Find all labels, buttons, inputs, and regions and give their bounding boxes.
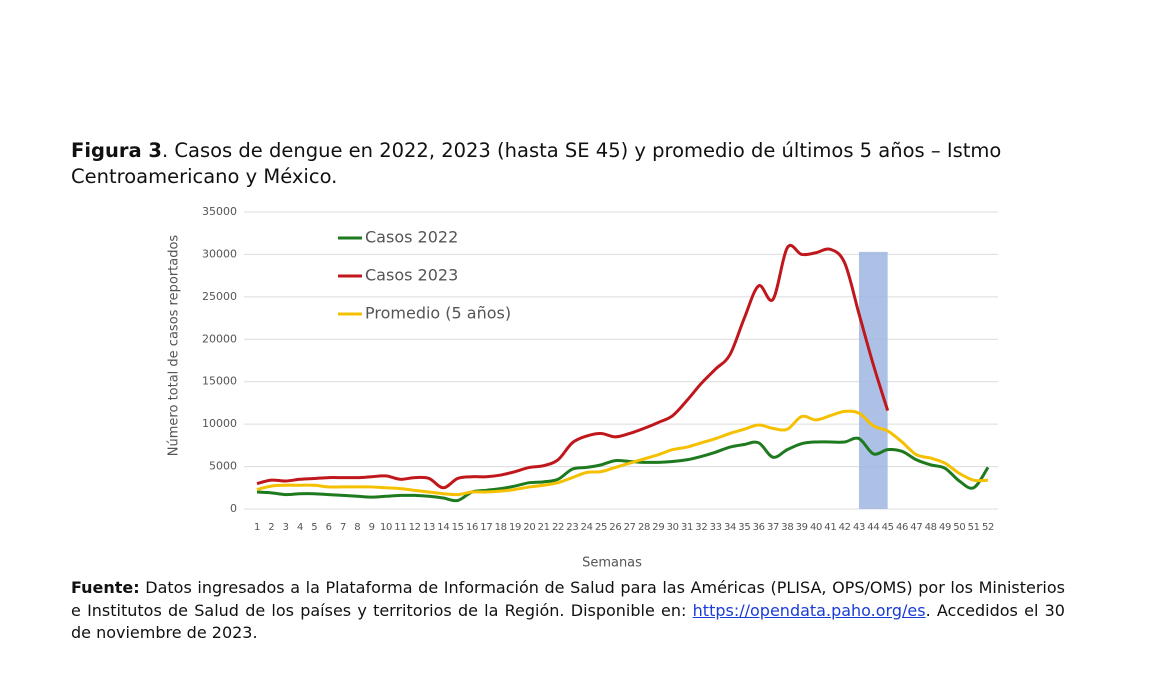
- y-axis-label: Número total de casos reportados: [167, 235, 182, 457]
- x-tick-label: 8: [354, 522, 360, 533]
- x-tick-label: 10: [380, 522, 392, 533]
- series-line: [256, 436, 990, 503]
- x-tick-label: 26: [609, 522, 621, 533]
- x-tick-label: 33: [710, 522, 722, 533]
- y-tick-label: 30000: [202, 247, 237, 260]
- source-tail: . Accedidos el 30 de noviembre de 2023.: [71, 600, 1065, 643]
- x-tick-label: 22: [552, 522, 564, 533]
- source-note: Fuente: Datos ingresados a la Plataforma…: [71, 577, 1065, 645]
- highlight-band: [859, 251, 888, 509]
- legend-label: Promedio (5 años): [365, 304, 511, 323]
- x-tick-label: 32: [695, 522, 707, 533]
- x-tick-label: 19: [509, 522, 521, 533]
- x-tick-label: 6: [326, 522, 332, 533]
- x-tick-label: 49: [939, 522, 951, 533]
- x-tick-label: 34: [724, 522, 736, 533]
- x-tick-label: 44: [867, 522, 879, 533]
- x-tick-label: 50: [953, 522, 965, 533]
- y-tick-label: 10000: [202, 417, 237, 430]
- source-text: Datos ingresados a la Plataforma de Info…: [71, 578, 1065, 620]
- y-tick-label: 35000: [202, 205, 237, 218]
- y-tick-label: 0: [230, 502, 237, 515]
- x-tick-label: 7: [340, 522, 346, 533]
- y-tick-label: 5000: [209, 460, 237, 473]
- x-tick-label: 48: [925, 522, 937, 533]
- x-tick-label: 20: [523, 522, 535, 533]
- x-tick-label: 11: [394, 522, 406, 533]
- x-tick-label: 25: [595, 522, 607, 533]
- y-tick-label: 20000: [202, 332, 237, 345]
- x-tick-label: 46: [896, 522, 908, 533]
- x-tick-label: 3: [283, 522, 289, 533]
- x-tick-label: 35: [738, 522, 750, 533]
- y-tick-label: 15000: [202, 375, 237, 388]
- x-tick-label: 1: [254, 522, 260, 533]
- x-tick-label: 47: [910, 522, 922, 533]
- x-tick-label: 12: [409, 522, 421, 533]
- x-tick-label: 2: [268, 522, 274, 533]
- x-tick-label: 36: [753, 522, 765, 533]
- series-line: [256, 243, 890, 490]
- x-tick-label: 24: [581, 522, 593, 533]
- caption-text: . Casos de dengue en 2022, 2023 (hasta S…: [71, 139, 1002, 188]
- y-tick-label: 25000: [202, 290, 237, 303]
- x-tick-label: 23: [566, 522, 578, 533]
- x-tick-label: 5: [311, 522, 317, 533]
- x-tick-label: 45: [882, 522, 894, 533]
- x-tick-label: 27: [624, 522, 636, 533]
- x-tick-label: 51: [968, 522, 980, 533]
- x-tick-label: 38: [781, 522, 793, 533]
- x-tick-label: 4: [297, 522, 303, 533]
- legend-label: Casos 2023: [365, 266, 458, 285]
- x-tick-label: 14: [437, 522, 449, 533]
- source-label: Fuente:: [71, 578, 140, 597]
- x-tick-label: 17: [480, 522, 492, 533]
- x-axis-label: Semanas: [582, 556, 642, 571]
- x-tick-label: 40: [810, 522, 822, 533]
- source-link[interactable]: https://opendata.paho.org/es: [692, 600, 926, 620]
- x-tick-label: 42: [839, 522, 851, 533]
- legend-label: Casos 2022: [365, 228, 458, 247]
- x-tick-label: 29: [652, 522, 664, 533]
- x-tick-label: 15: [452, 522, 464, 533]
- x-tick-label: 18: [495, 522, 507, 533]
- x-tick-label: 43: [853, 522, 865, 533]
- x-tick-label: 52: [982, 522, 994, 533]
- x-tick-label: 16: [466, 522, 478, 533]
- x-tick-label: 39: [796, 522, 808, 533]
- x-tick-label: 9: [369, 522, 375, 533]
- x-tick-label: 13: [423, 522, 435, 533]
- x-tick-label: 28: [638, 522, 650, 533]
- x-tick-label: 30: [667, 522, 679, 533]
- x-tick-label: 37: [767, 522, 779, 533]
- x-tick-label: 21: [538, 522, 550, 533]
- x-tick-label: 31: [681, 522, 693, 533]
- caption-label: Figura 3: [71, 139, 162, 162]
- x-tick-label: 41: [824, 522, 836, 533]
- figure-caption: Figura 3. Casos de dengue en 2022, 2023 …: [71, 138, 1071, 190]
- series-line: [256, 409, 989, 497]
